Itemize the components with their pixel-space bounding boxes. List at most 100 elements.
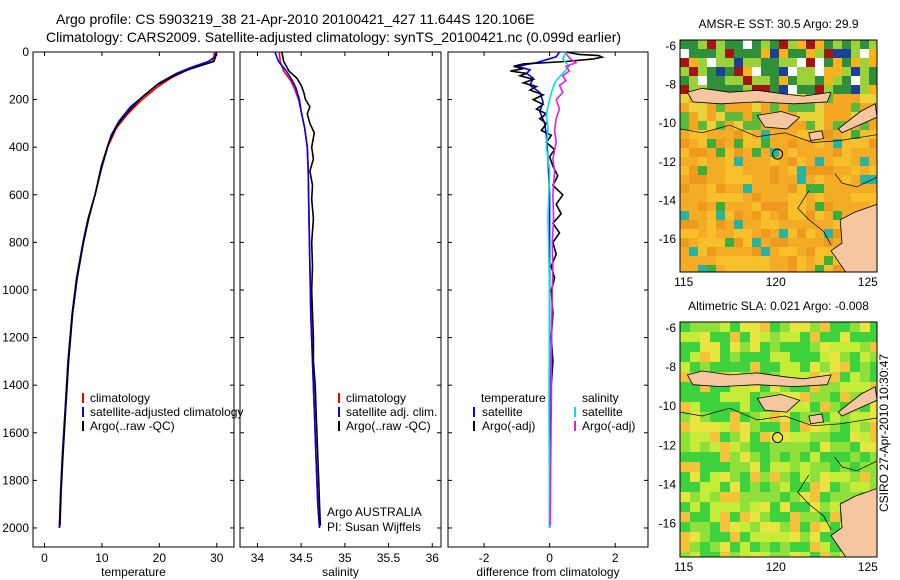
sst_map-cell xyxy=(779,211,788,220)
sst_map-cell xyxy=(797,211,806,220)
sst_map-cell xyxy=(680,256,689,265)
sst_map-cell xyxy=(770,139,779,148)
sst_map-cell xyxy=(806,220,815,229)
sst_map-cell xyxy=(734,139,743,148)
sla_map-cell xyxy=(760,452,770,462)
sla_map-cell xyxy=(770,512,780,522)
sst_map-cell xyxy=(779,139,788,148)
sla_map-cell xyxy=(830,492,840,502)
sla_map-cell xyxy=(840,412,850,422)
sst_map-cell xyxy=(770,148,779,157)
sla_map-cell xyxy=(840,332,850,342)
sla_map-cell xyxy=(800,352,810,362)
sla_map-cell xyxy=(710,402,720,412)
sst_map-cell xyxy=(716,148,725,157)
sst_map-cell xyxy=(860,58,869,67)
sla_map-cell xyxy=(740,332,750,342)
sla_map-cell xyxy=(700,452,710,462)
sla_map-cell xyxy=(690,332,700,342)
sla_map-cell xyxy=(800,512,810,522)
temperature-xtick-label: 10 xyxy=(95,551,109,565)
sst_map-cell xyxy=(860,121,869,130)
sst_map-cell xyxy=(716,121,725,130)
sla_map-cell xyxy=(870,482,877,492)
sst_map-cell xyxy=(680,148,689,157)
sla_map-cell xyxy=(800,532,810,542)
sla_map-cell xyxy=(680,432,690,442)
sst_map-cell xyxy=(752,238,761,247)
sst_map-cell xyxy=(824,103,833,112)
sst_map-cell xyxy=(716,193,725,202)
sst_map-cell xyxy=(824,121,833,130)
sst_map-cell xyxy=(806,67,815,76)
sla_map-cell xyxy=(730,362,740,372)
sst_map-cell xyxy=(833,139,842,148)
sla_map-cell xyxy=(750,442,760,452)
sla_map-cell xyxy=(800,422,810,432)
sst_map-cell xyxy=(815,202,824,211)
sla_map-title: Altimetric SLA: 0.021 Argo: -0.008 xyxy=(688,299,869,313)
sst_map-cell xyxy=(761,175,770,184)
sst_map-cell xyxy=(788,85,797,94)
sst_map-cell xyxy=(689,256,698,265)
sst_map-cell xyxy=(743,175,752,184)
sst_map-cell xyxy=(851,40,860,49)
sla_map-cell xyxy=(750,392,760,402)
sst_map-cell xyxy=(842,58,851,67)
sst_map-cell xyxy=(680,175,689,184)
sla_map-cell xyxy=(700,442,710,452)
plot-salinity: 34 34.5 35 35.5 36 salinity xyxy=(239,51,442,579)
sla_map-cell xyxy=(870,322,877,332)
sst_map-cell xyxy=(815,265,824,272)
sla_map-cell xyxy=(860,442,870,452)
sst_map-cell xyxy=(833,49,842,58)
sst_map-cell xyxy=(770,40,779,49)
sst_map-cell xyxy=(860,148,869,157)
sla_map-cell xyxy=(760,482,770,492)
sla_map-cell xyxy=(710,512,720,522)
sla_map-cell xyxy=(730,342,740,352)
sla_map-cell xyxy=(740,452,750,462)
sla_map-cell xyxy=(750,462,760,472)
sst_map-ytick-label: -16 xyxy=(659,232,677,246)
sst_map-cell xyxy=(734,211,743,220)
sst_map-cell xyxy=(806,112,815,121)
sla_map-cell xyxy=(800,492,810,502)
sst_map-cell xyxy=(680,40,689,49)
sst_map-cell xyxy=(689,49,698,58)
sst_map-cell xyxy=(698,49,707,58)
sla_map-cell xyxy=(750,502,760,512)
sst_map-cell xyxy=(734,112,743,121)
sst_map-cell xyxy=(815,220,824,229)
sla_map-cell xyxy=(820,402,830,412)
sla_map-cell xyxy=(780,432,790,442)
sst_map-cell xyxy=(698,238,707,247)
sla_map-cell xyxy=(720,352,730,362)
sla_map-cell xyxy=(690,472,700,482)
sla_map-cell xyxy=(710,492,720,502)
sst_map-cell xyxy=(797,112,806,121)
salinity-legend-label-1: satellite adj. clim. xyxy=(346,405,437,419)
sla_map-cell xyxy=(870,432,877,442)
temperature-xlabel: temperature xyxy=(101,565,166,579)
sla_map-cell xyxy=(720,452,730,462)
sla_map-cell xyxy=(740,382,750,392)
sla_map-cell xyxy=(760,412,770,422)
sla_map-cell xyxy=(800,362,810,372)
sst_map-cell xyxy=(743,85,752,94)
sla_map-cell xyxy=(710,362,720,372)
sla_map-cell xyxy=(790,392,800,402)
sst_map-cell xyxy=(707,229,716,238)
sst_map-cell xyxy=(806,76,815,85)
temperature-legend-label-2: Argo(..raw -QC) xyxy=(90,419,175,433)
sst_map-cell xyxy=(806,121,815,130)
sst_map-cell xyxy=(698,265,707,272)
sst_map-cell xyxy=(779,58,788,67)
sst_map-ytick-label: -12 xyxy=(659,155,677,169)
sla_map-cell xyxy=(760,342,770,352)
sst_map-cell xyxy=(689,130,698,139)
sla_map-cell xyxy=(680,512,690,522)
salinity-legend-label-0: climatology xyxy=(346,391,406,405)
sla_map-cell xyxy=(870,462,877,472)
sla_map-cell xyxy=(780,412,790,422)
